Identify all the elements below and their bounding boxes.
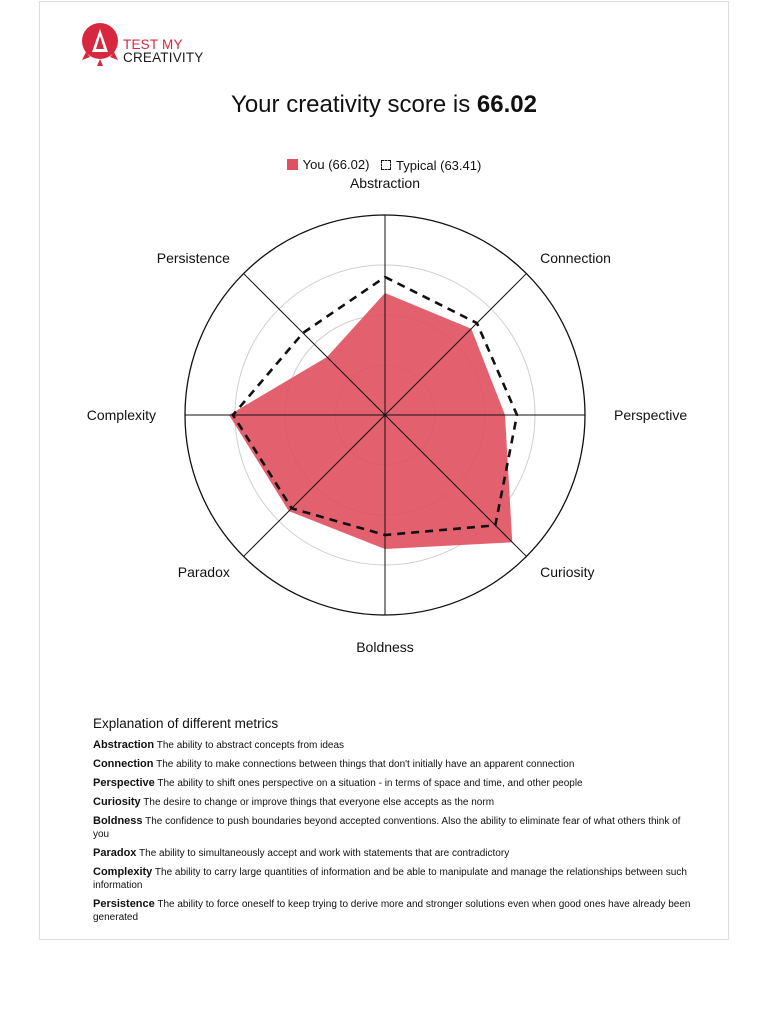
logo-line-1: TEST MY: [123, 37, 183, 52]
explanation-desc: The ability to make connections between …: [153, 759, 575, 770]
axis-label: Persistence: [157, 250, 230, 266]
score-value: 66.02: [476, 91, 537, 118]
axis-label: Perspective: [614, 407, 687, 423]
axis-label: Curiosity: [540, 564, 594, 580]
explanation-term: Paradox: [93, 847, 137, 859]
explanation-term: Complexity: [93, 866, 153, 878]
legend-you-label: You (66.02): [302, 157, 370, 172]
explanation-item: Complexity The ability to carry large qu…: [93, 866, 693, 892]
chart-legend: You (66.02) Typical (63.41): [0, 157, 768, 173]
explanation-term: Abstraction: [93, 739, 155, 751]
logo-text: TEST MY CREATIVITY: [123, 37, 204, 65]
explanation-desc: The confidence to push boundaries beyond…: [93, 816, 681, 840]
axis-spoke: [384, 273, 527, 416]
explanation-desc: The ability to abstract concepts from id…: [154, 740, 345, 751]
explanation-term: Curiosity: [93, 796, 141, 808]
series-you-area: [229, 293, 513, 549]
explanation-item: Curiosity The desire to change or improv…: [93, 796, 693, 809]
axis-label: Abstraction: [350, 175, 420, 191]
axis-label: Boldness: [356, 639, 414, 655]
explanation-heading: Explanation of different metrics: [93, 716, 279, 731]
explanation-item: Paradox The ability to simultaneously ac…: [93, 847, 693, 860]
axis-label: Paradox: [178, 564, 230, 580]
axis-label: Complexity: [87, 407, 156, 423]
axis-spoke: [243, 273, 386, 416]
legend-typical-swatch: [381, 160, 392, 170]
title-prefix: Your creativity score is: [231, 91, 477, 118]
explanation-desc: The ability to carry large quantities of…: [93, 867, 687, 891]
outer-ring: [184, 214, 586, 616]
legend-you-swatch: [286, 159, 298, 170]
legend-typical: Typical (63.41): [381, 158, 481, 173]
explanation-item: Connection The ability to make connectio…: [93, 758, 693, 771]
explanation-term: Boldness: [93, 815, 143, 827]
legend-typical-label: Typical (63.41): [396, 157, 482, 173]
explanation-term: Connection: [93, 758, 154, 770]
explanation-term: Perspective: [93, 777, 155, 789]
explanation-term: Persistence: [93, 898, 155, 910]
explanation-item: Perspective The ability to shift ones pe…: [93, 777, 693, 790]
explanation-item: Persistence The ability to force oneself…: [93, 898, 693, 924]
explanation-desc: The ability to shift ones perspective on…: [154, 778, 583, 789]
legend-you: You (66.02): [286, 157, 370, 172]
axis-spoke: [384, 414, 527, 557]
explanation-item: Boldness The confidence to push boundari…: [93, 815, 693, 841]
explanation-desc: The desire to change or improve things t…: [140, 797, 495, 808]
radar-chart: Abstraction Connection Perspective Curiosit…: [87, 175, 688, 655]
page-title: Your creativity score is 66.02: [0, 91, 768, 119]
explanation-desc: The ability to force oneself to keep try…: [93, 899, 691, 923]
axis-label: Connection: [540, 250, 611, 266]
series-typical-line: [231, 275, 519, 537]
explanation-desc: The ability to simultaneously accept and…: [136, 848, 510, 859]
axis-spoke: [243, 414, 386, 557]
explanation-item: Abstraction The ability to abstract conc…: [93, 739, 693, 752]
logo-line-2: CREATIVITY: [123, 50, 204, 65]
metrics-explanation: Explanation of different metrics Abstrac…: [93, 717, 693, 930]
logo-icon: [82, 23, 118, 66]
explanation-list: Abstraction The ability to abstract conc…: [93, 739, 693, 924]
